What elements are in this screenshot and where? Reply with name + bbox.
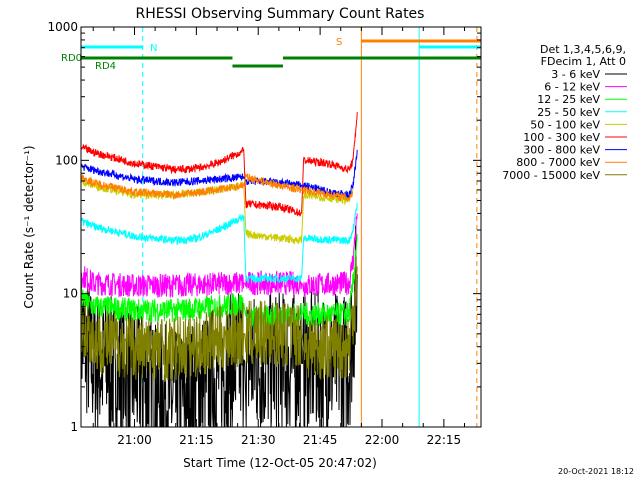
series-line xyxy=(80,202,358,284)
series-line xyxy=(80,172,354,202)
legend-header: FDecim 1, Att 0 xyxy=(541,55,626,68)
legend-entry: 6 - 12 keV xyxy=(544,81,600,94)
x-axis-label: Start Time (12-Oct-05 20:47:02) xyxy=(183,456,377,470)
x-tick-label: 21:15 xyxy=(179,433,214,447)
chart-title: RHESSI Observing Summary Count Rates xyxy=(136,6,425,22)
legend: Det 1,3,4,5,6,9,FDecim 1, Att 03 - 6 keV… xyxy=(502,43,627,182)
legend-entry: 25 - 50 keV xyxy=(537,106,600,119)
legend-entry: 7000 - 15000 keV xyxy=(502,169,600,182)
flag-bar-label: N xyxy=(150,43,157,54)
x-tick-label: 21:30 xyxy=(241,433,276,447)
data-series xyxy=(80,112,358,428)
flag-bars: RD0 RD4 N S xyxy=(61,37,481,72)
flag-bar-label: RD0 xyxy=(61,53,82,64)
x-tick-label: 22:15 xyxy=(427,433,462,447)
y-tick-label: 10 xyxy=(63,287,78,301)
footer-date: 20-Oct-2021 18:12 xyxy=(558,467,634,476)
y-axis-label: Count Rate (s⁻¹ detector⁻¹) xyxy=(22,145,36,308)
legend-header: Det 1,3,4,5,6,9, xyxy=(540,43,626,56)
x-tick-label: 22:00 xyxy=(365,433,400,447)
flag-bar-label: RD4 xyxy=(95,61,116,72)
x-axis: 21:00 21:15 21:30 21:45 22:00 22:15 xyxy=(92,27,465,447)
y-tick-label: 1000 xyxy=(47,20,78,34)
y-tick-label: 100 xyxy=(55,153,78,167)
legend-entry: 100 - 300 keV xyxy=(523,131,600,144)
legend-entry: 50 - 100 keV xyxy=(530,118,600,131)
plot-frame xyxy=(80,26,482,428)
legend-entry: 300 - 800 keV xyxy=(523,144,600,157)
legend-entry: 12 - 25 keV xyxy=(537,93,600,106)
x-tick-label: 21:00 xyxy=(117,433,152,447)
series-line xyxy=(80,149,358,199)
y-axis: 1 10 100 1000 xyxy=(47,20,481,434)
series-line xyxy=(80,257,358,383)
y-tick-label: 1 xyxy=(70,420,78,434)
x-tick-label: 21:45 xyxy=(303,433,338,447)
legend-entry: 3 - 6 keV xyxy=(551,68,600,81)
flag-bar-label: S xyxy=(336,37,342,48)
plot-area: RD0 RD4 N S 1 10 100 1000 21:00 21:15 21:30 21:45… xyxy=(47,20,482,447)
series-line xyxy=(80,213,358,298)
legend-entry: 800 - 7000 keV xyxy=(516,156,600,169)
series-line xyxy=(80,112,358,217)
